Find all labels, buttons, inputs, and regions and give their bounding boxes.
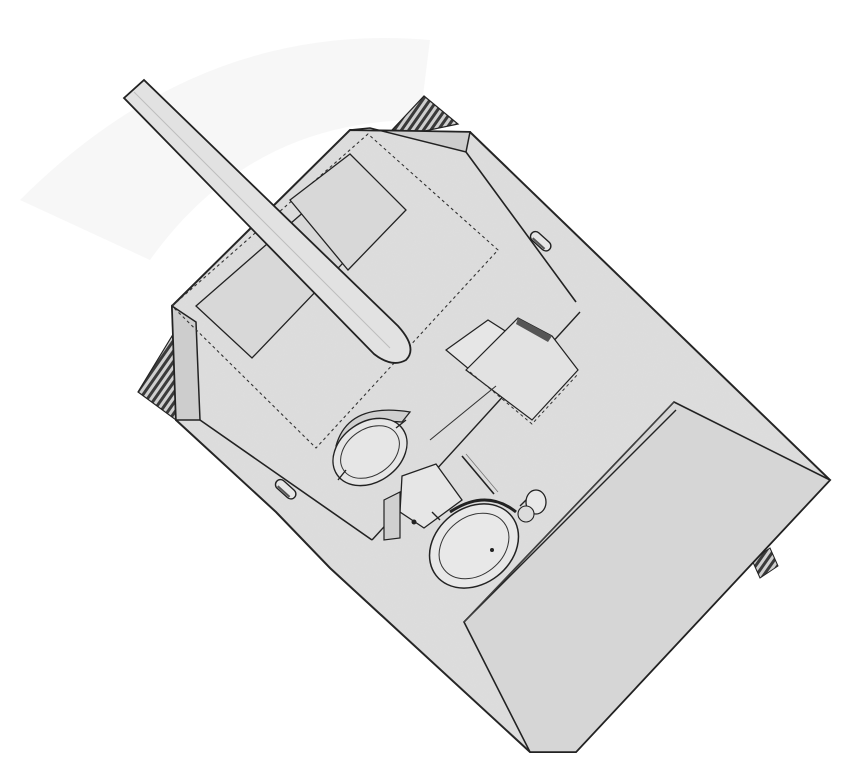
antenna-rod (461, 455, 495, 495)
side-handle-left (274, 478, 297, 500)
gun-barrel-highlight (133, 91, 391, 349)
commander-hatch (428, 497, 529, 589)
gunner-sight (383, 463, 463, 541)
cupola-block-dashed (469, 371, 579, 425)
loader-hatch (332, 409, 412, 487)
side-handle-top (529, 230, 552, 252)
compartment-divider (429, 385, 497, 441)
front-panel-top (289, 153, 407, 271)
cupola-block-shadow (516, 318, 552, 342)
engine-deck-seam (463, 409, 677, 623)
cupola-block-main (465, 317, 579, 421)
mantlet-dashed-outline (171, 133, 499, 449)
superstructure-edge-left (199, 419, 373, 541)
front-slope-left (171, 304, 201, 421)
antenna-rod-inner (465, 453, 499, 493)
rear-fitting (517, 489, 547, 523)
superstructure-edge-top (465, 151, 577, 303)
gun-barrel (122, 78, 412, 364)
paper-haze (20, 38, 430, 260)
compartment-rear-edge-lower (463, 401, 675, 623)
